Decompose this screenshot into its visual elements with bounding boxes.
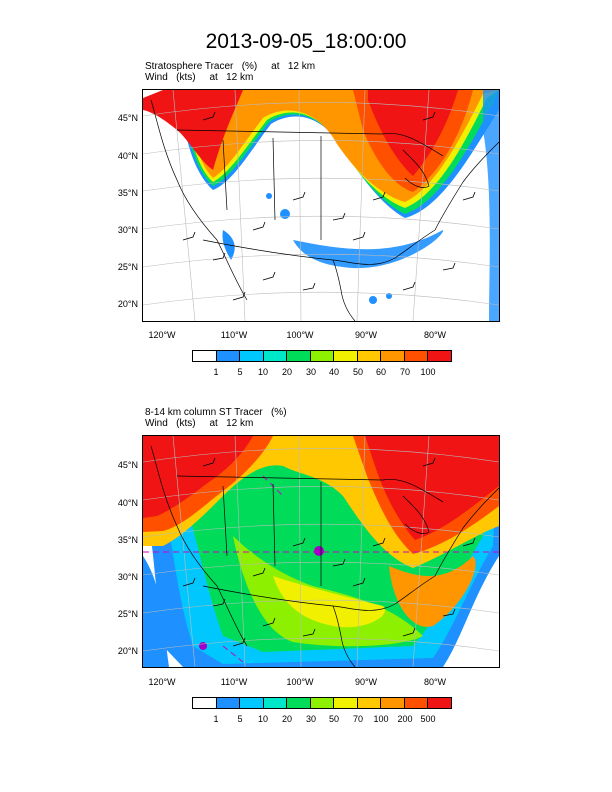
panel2-lat-label: 30°N — [117, 572, 138, 582]
panel2-colorbar-label: 200 — [397, 714, 413, 724]
panel2-wind-barbs — [182, 457, 476, 647]
panel2-lon-label: 90°W — [354, 677, 378, 687]
colorbar-swatch — [334, 698, 358, 708]
panel1-colorbar — [192, 350, 452, 362]
panel2-colorbar-label: 100 — [373, 714, 389, 724]
panel1-tracer-field — [143, 90, 499, 321]
colorbar-swatch — [216, 698, 241, 708]
panel1-map-canvas — [143, 90, 499, 321]
panel2-title-line1: 8-14 km column ST Tracer (%) — [145, 407, 287, 418]
colorbar-swatch — [216, 351, 241, 361]
panel1-colorbar-label: 100 — [420, 367, 436, 377]
panel2-map — [142, 435, 500, 668]
colorbar-swatch — [193, 351, 217, 361]
colorbar-swatch — [404, 351, 429, 361]
panel1-colorbar-label: 70 — [399, 367, 410, 377]
panel1-lat-label: 35°N — [117, 188, 138, 198]
panel1-colorbar-label: 60 — [375, 367, 386, 377]
panel1-colorbar-label: 1 — [213, 367, 219, 377]
colorbar-swatch — [428, 698, 452, 708]
panel1-colorbar-label: 20 — [281, 367, 292, 377]
panel1-lon-label: 90°W — [354, 330, 378, 340]
panel1-colorbar-label: 30 — [305, 367, 316, 377]
colorbar-swatch — [263, 698, 288, 708]
panel1-lon-label: 100°W — [286, 330, 314, 340]
panel1-lon-label: 120°W — [148, 330, 176, 340]
panel1-lon-label: 80°W — [423, 330, 447, 340]
panel1-colorbar-label: 5 — [237, 367, 243, 377]
panel1-lat-label: 30°N — [117, 225, 138, 235]
panel1-coastlines — [150, 99, 499, 321]
panel1-lon-label: 110°W — [220, 330, 248, 340]
colorbar-swatch — [334, 351, 358, 361]
panel1-graticule — [143, 90, 499, 321]
colorbar-swatch — [240, 351, 264, 361]
panel2-colorbar-label: 70 — [352, 714, 363, 724]
colorbar-swatch — [357, 698, 382, 708]
panel2-colorbar-label: 50 — [328, 714, 339, 724]
panel2-lon-label: 110°W — [220, 677, 248, 687]
colorbar-swatch — [404, 698, 429, 708]
colorbar-swatch — [310, 351, 335, 361]
panel1-lat-label: 40°N — [117, 151, 138, 161]
panel2-colorbar-label: 500 — [420, 714, 436, 724]
panel1-title-line1: Stratosphere Tracer (%) at 12 km — [145, 61, 316, 72]
figure-title: 2013-09-05_18:00:00 — [205, 30, 407, 53]
panel1-wind-barbs — [182, 111, 476, 301]
panel2-colorbar — [192, 697, 452, 709]
colorbar-swatch — [193, 698, 217, 708]
panel2-lat-label: 35°N — [117, 535, 138, 545]
panel1-colorbar-label: 40 — [328, 367, 339, 377]
colorbar-swatch — [287, 698, 311, 708]
panel2-colorbar-label: 30 — [305, 714, 316, 724]
panel1-map — [142, 89, 500, 322]
colorbar-swatch — [263, 351, 288, 361]
panel2-lon-label: 100°W — [286, 677, 314, 687]
panel2-lon-label: 80°W — [423, 677, 447, 687]
panel2-colorbar-label: 5 — [237, 714, 243, 724]
colorbar-swatch — [381, 698, 405, 708]
panel2-title-line2: Wind (kts) at 12 km — [145, 418, 254, 429]
colorbar-swatch — [428, 351, 452, 361]
panel1-lat-label: 25°N — [117, 262, 138, 272]
colorbar-swatch — [287, 351, 311, 361]
panel2-lon-label: 120°W — [148, 677, 176, 687]
panel1-title-line2: Wind (kts) at 12 km — [145, 72, 254, 83]
panel1-lat-label: 20°N — [117, 299, 138, 309]
panel2-colorbar-label: 20 — [281, 714, 292, 724]
panel2-lat-label: 40°N — [117, 498, 138, 508]
panel1-colorbar-label: 10 — [257, 367, 268, 377]
colorbar-swatch — [240, 698, 264, 708]
colorbar-swatch — [357, 351, 382, 361]
panel2-lat-label: 25°N — [117, 609, 138, 619]
panel1-lat-label: 45°N — [117, 113, 138, 123]
colorbar-swatch — [310, 698, 335, 708]
panel2-colorbar-label: 1 — [213, 714, 219, 724]
panel2-map-canvas — [143, 436, 499, 667]
panel2-lat-label: 45°N — [117, 460, 138, 470]
panel2-colorbar-label: 10 — [257, 714, 268, 724]
panel2-coastlines — [150, 445, 499, 667]
panel2-lat-label: 20°N — [117, 646, 138, 656]
colorbar-swatch — [381, 351, 405, 361]
panel1-colorbar-label: 50 — [352, 367, 363, 377]
